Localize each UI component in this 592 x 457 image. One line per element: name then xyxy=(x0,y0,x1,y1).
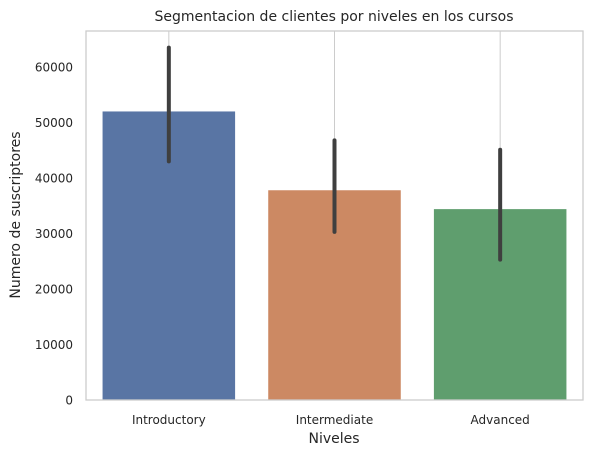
y-axis-label: Numero de suscriptores xyxy=(8,131,24,298)
x-axis-label: Niveles xyxy=(308,431,359,447)
axes-frame xyxy=(85,30,584,401)
y-tick-label: 20000 xyxy=(35,283,73,297)
chart-title: Segmentacion de clientes por niveles en … xyxy=(155,9,514,25)
y-tick-labels: 0 10000 20000 30000 40000 50000 60000 xyxy=(35,61,73,408)
y-tick-label: 30000 xyxy=(35,227,73,241)
y-tick-label: 40000 xyxy=(35,172,73,186)
y-tick-label: 50000 xyxy=(35,116,73,130)
x-tick-labels: Introductory Intermediate Advanced xyxy=(132,413,530,427)
x-tick-label: Advanced xyxy=(471,413,530,427)
error-bars xyxy=(166,45,503,262)
x-tick-label: Introductory xyxy=(132,413,206,427)
y-tick-label: 60000 xyxy=(35,61,73,75)
y-tick-label: 10000 xyxy=(35,338,73,352)
x-tick-label: Intermediate xyxy=(296,413,373,427)
y-tick-label: 0 xyxy=(65,394,73,408)
